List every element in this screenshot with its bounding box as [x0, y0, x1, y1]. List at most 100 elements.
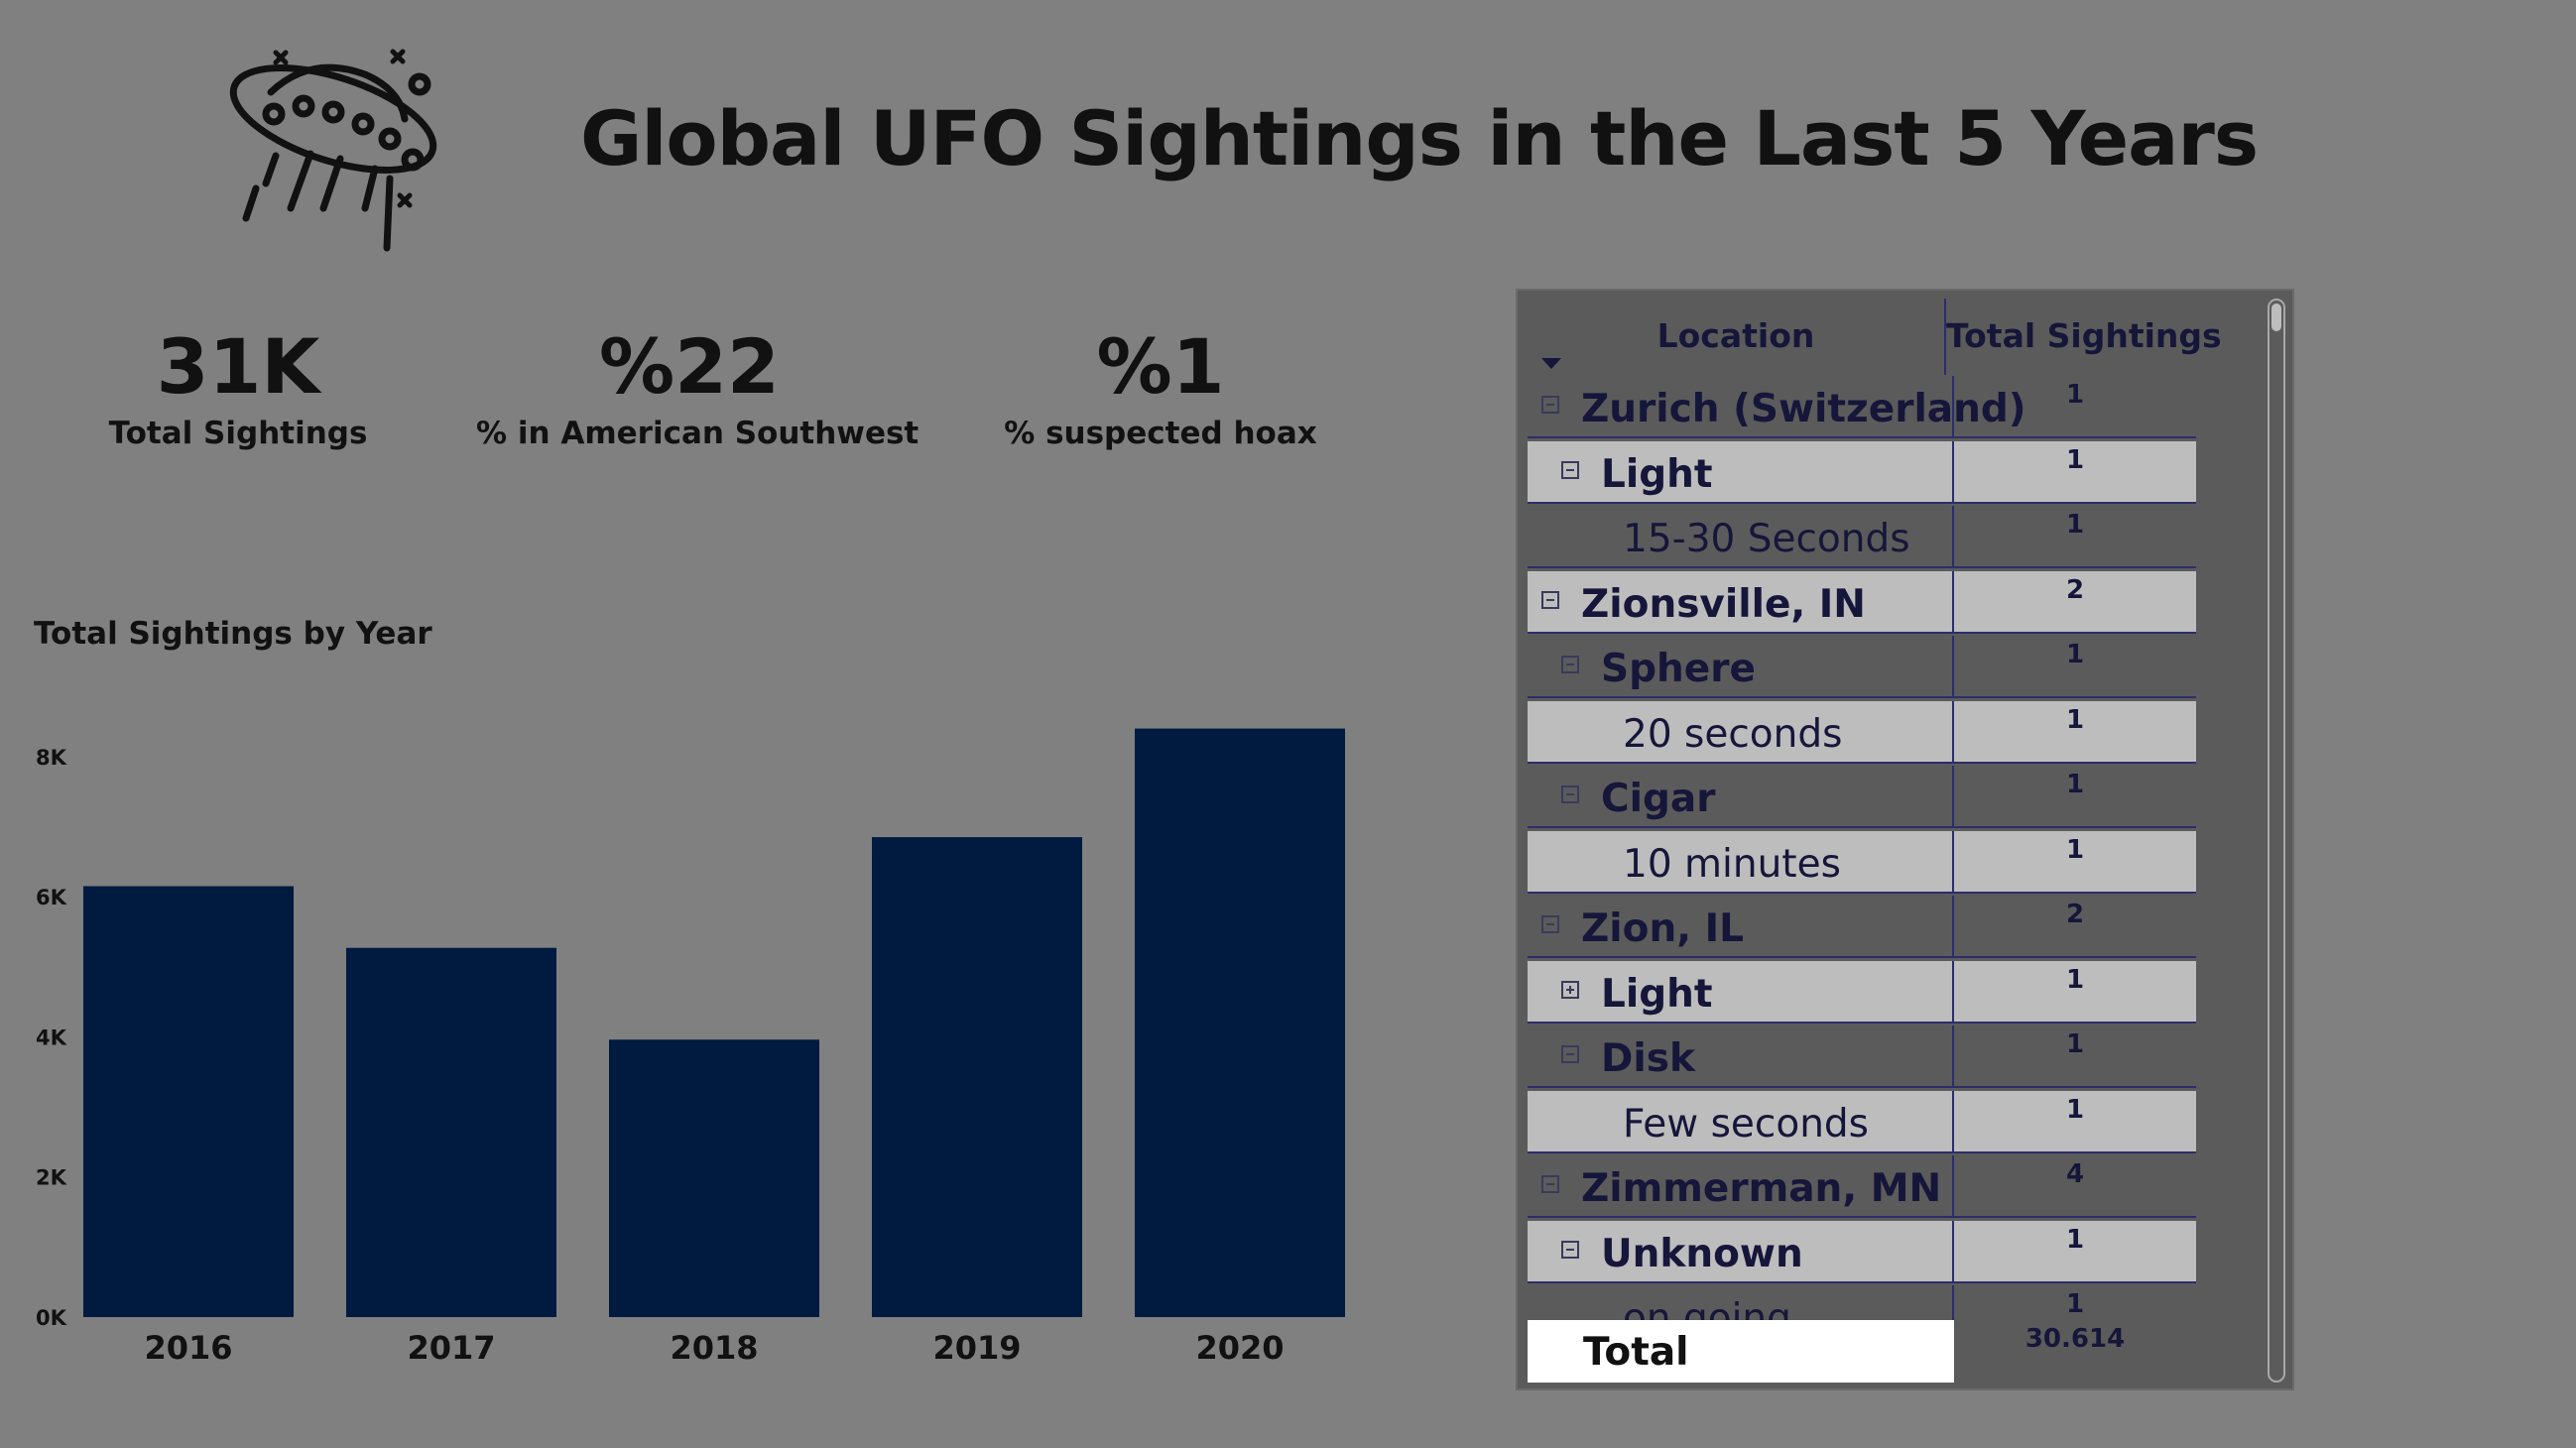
location-label: Cigar	[1601, 777, 1716, 821]
bar-2017[interactable]	[346, 947, 556, 1317]
y-tick-label: 0K	[36, 1306, 67, 1330]
sightings-value: 1	[2065, 704, 2085, 735]
location-label: Few seconds	[1623, 1101, 1869, 1146]
collapse-icon[interactable]	[1561, 1045, 1579, 1063]
vertical-scrollbar[interactable]	[2268, 299, 2285, 1383]
sightings-value: 1	[2065, 380, 2085, 410]
matrix-row[interactable]: Zimmerman, MN 4	[1528, 1155, 2196, 1218]
collapse-icon[interactable]	[1541, 590, 1559, 609]
location-label: Light	[1601, 971, 1713, 1017]
location-cell: Few seconds	[1528, 1090, 1954, 1153]
location-cell: 20 seconds	[1528, 700, 1954, 764]
sightings-value: 1	[2065, 1224, 2085, 1255]
location-cell: Zionsville, IN	[1528, 570, 1954, 634]
ufo-icon	[229, 49, 437, 252]
collapse-icon[interactable]	[1561, 785, 1579, 803]
x-tick-label: 2019	[932, 1329, 1021, 1367]
scrollbar-thumb[interactable]	[2271, 303, 2281, 331]
chart-title: Total Sightings by Year	[34, 616, 432, 652]
sightings-value: 2	[2065, 900, 2085, 929]
column-header-total-label: Total Sightings	[1946, 316, 2222, 355]
location-cell: 10 minutes	[1528, 830, 1954, 894]
matrix-total-row: Total 30.614	[1528, 1320, 2196, 1383]
matrix-row[interactable]: 20 seconds 1	[1528, 700, 2196, 764]
matrix-row[interactable]: Few seconds 1	[1528, 1090, 2196, 1153]
bar-2020[interactable]	[1135, 728, 1345, 1317]
collapse-icon[interactable]	[1561, 460, 1579, 479]
collapse-icon[interactable]	[1561, 656, 1579, 673]
bar-2018[interactable]	[609, 1039, 819, 1317]
location-cell: Light	[1528, 440, 1954, 504]
sightings-value: 4	[2065, 1159, 2085, 1189]
matrix-row[interactable]: Zurich (Switzerland) 1	[1528, 376, 2196, 438]
location-cell: Disk	[1528, 1026, 1954, 1088]
location-label: Zionsville, IN	[1581, 581, 1866, 627]
x-tick-label: 2018	[670, 1329, 758, 1367]
location-label: Zurich (Switzerland)	[1581, 387, 2026, 431]
matrix-row[interactable]: Cigar 1	[1528, 766, 2196, 828]
y-tick-label: 6K	[36, 886, 67, 909]
kpi-american-southwest: %22 % in American Southwest	[476, 322, 920, 451]
location-label: Light	[1601, 451, 1713, 497]
kpi-label: % suspected hoax	[1004, 416, 1317, 451]
kpi-label: Total Sightings	[108, 416, 368, 451]
location-label: 10 minutes	[1623, 841, 1841, 887]
matrix-row[interactable]: 10 minutes 1	[1528, 830, 2196, 894]
kpi-value: %1	[1096, 322, 1225, 411]
collapse-icon[interactable]	[1541, 396, 1559, 414]
location-label: Zion, IL	[1581, 906, 1744, 951]
location-cell: Zion, IL	[1528, 896, 1954, 958]
total-value: 30.614	[2024, 1324, 2126, 1354]
bar-2019[interactable]	[872, 837, 1082, 1317]
location-cell: Unknown	[1528, 1220, 1954, 1283]
kpi-value: %22	[599, 322, 780, 411]
sightings-value: 1	[2065, 1029, 2085, 1059]
sort-desc-icon[interactable]	[1541, 358, 1561, 369]
kpi-suspected-hoax: %1 % suspected hoax	[1002, 322, 1319, 451]
x-tick-label: 2017	[407, 1329, 495, 1367]
location-cell: Zimmerman, MN	[1528, 1155, 1954, 1218]
location-cell: Cigar	[1528, 766, 1954, 828]
matrix-row[interactable]: 15-30 Seconds 1	[1528, 506, 2196, 568]
matrix-row[interactable]: Disk 1	[1528, 1026, 2196, 1088]
location-label: Sphere	[1601, 647, 1756, 691]
location-cell: Zurich (Switzerland)	[1528, 376, 2026, 438]
matrix-table[interactable]: Location Total Sightings Zurich (Switzer…	[1516, 289, 2294, 1390]
bar-2016[interactable]	[83, 886, 294, 1317]
column-header-total[interactable]: Total Sightings	[1946, 299, 2222, 375]
sightings-value: 1	[2065, 1094, 2085, 1125]
expand-icon[interactable]	[1561, 980, 1579, 999]
x-tick-label: 2020	[1195, 1329, 1284, 1367]
sightings-value: 1	[2065, 1289, 2085, 1319]
location-cell: Sphere	[1528, 636, 1954, 698]
matrix-row[interactable]: Zion, IL 2	[1528, 896, 2196, 958]
y-tick-label: 2K	[36, 1166, 67, 1190]
location-label: 15-30 Seconds	[1623, 517, 1910, 561]
matrix-row[interactable]: Unknown 1	[1528, 1220, 2196, 1283]
column-header-location[interactable]: Location	[1528, 299, 1946, 375]
sightings-value: 1	[2065, 770, 2085, 799]
sightings-value: 1	[2065, 510, 2085, 540]
bar-chart[interactable]: 0K 2K 4K 6K 8K 2016 2017 2018 2019 2020	[0, 694, 1389, 1388]
matrix-row[interactable]: Zionsville, IN 2	[1528, 570, 2196, 634]
location-label: 20 seconds	[1623, 711, 1843, 757]
sightings-value: 1	[2065, 640, 2085, 669]
location-cell: 15-30 Seconds	[1528, 506, 1954, 568]
matrix-row[interactable]: Light 1	[1528, 960, 2196, 1024]
collapse-icon[interactable]	[1541, 1175, 1559, 1193]
collapse-icon[interactable]	[1561, 1240, 1579, 1259]
location-cell: Light	[1528, 960, 1954, 1024]
location-label: Disk	[1601, 1036, 1695, 1081]
kpi-total-sightings: 31K Total Sightings	[89, 322, 387, 451]
column-header-location-label: Location	[1656, 316, 1815, 355]
kpi-value: 31K	[156, 322, 320, 411]
location-label: Zimmerman, MN	[1581, 1166, 1942, 1211]
sightings-value: 2	[2065, 574, 2085, 605]
matrix-row[interactable]: Light 1	[1528, 440, 2196, 504]
location-label: Unknown	[1601, 1231, 1803, 1276]
collapse-icon[interactable]	[1541, 915, 1559, 933]
matrix-row[interactable]: Sphere 1	[1528, 636, 2196, 698]
page-title: Global UFO Sightings in the Last 5 Years	[580, 94, 2259, 182]
kpi-label: % in American Southwest	[476, 416, 920, 451]
matrix-rows: Zurich (Switzerland) 1 Light 1 15-30 Seconds…	[1528, 376, 2196, 1333]
